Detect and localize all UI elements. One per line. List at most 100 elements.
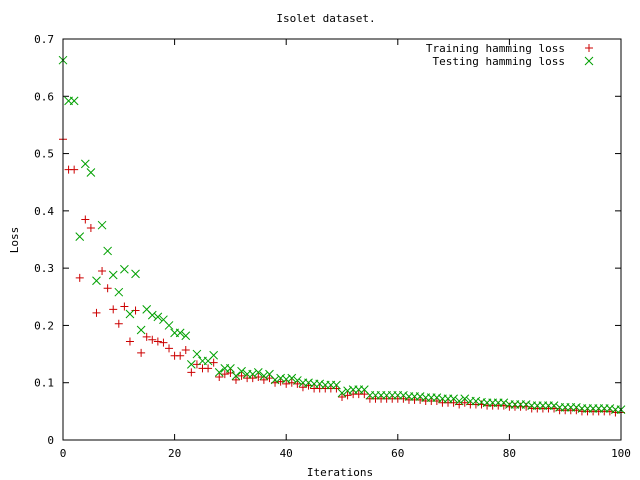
testing-point <box>80 159 90 169</box>
testing-point <box>175 328 185 338</box>
testing-point <box>125 309 135 319</box>
testing-point <box>97 220 107 230</box>
testing-point <box>399 390 408 400</box>
training-point <box>137 348 146 357</box>
training-point <box>259 375 268 384</box>
training-point <box>449 398 458 407</box>
testing-point <box>186 360 196 369</box>
y-tick-label: 0 <box>47 434 54 447</box>
testing-point <box>136 325 146 335</box>
testing-point <box>181 331 191 341</box>
x-tick-label: 100 <box>611 447 631 460</box>
testing-point <box>131 269 140 279</box>
testing-point <box>209 350 219 360</box>
x-tick-label: 0 <box>60 447 67 460</box>
testing-point <box>192 349 202 359</box>
training-point <box>98 267 107 276</box>
training-point <box>176 351 185 360</box>
training-point <box>70 165 79 174</box>
x-tick-label: 40 <box>280 447 293 460</box>
testing-point <box>343 386 352 396</box>
training-point <box>282 379 291 388</box>
legend-marker <box>585 44 593 52</box>
training-point <box>460 398 469 407</box>
x-tick-label: 20 <box>168 447 181 460</box>
training-point <box>165 344 174 353</box>
y-tick-label: 0.6 <box>34 90 54 103</box>
testing-point <box>147 310 157 320</box>
training-point <box>86 224 95 233</box>
training-point <box>360 390 369 399</box>
training-point <box>209 358 218 367</box>
testing-point <box>287 373 297 383</box>
y-tick-label: 0.4 <box>34 205 54 218</box>
testing-point <box>120 264 129 274</box>
testing-point <box>293 376 302 385</box>
training-point <box>215 372 224 381</box>
legend-label: Training hamming loss <box>426 42 565 55</box>
testing-point <box>471 396 481 406</box>
training-point <box>109 305 118 314</box>
testing-point <box>304 378 313 388</box>
testing-point <box>253 368 263 377</box>
training-point <box>298 383 307 392</box>
testing-point <box>315 379 325 389</box>
training-point <box>338 393 346 402</box>
y-tick-label: 0.3 <box>34 262 54 275</box>
training-point <box>103 284 112 293</box>
training-point <box>153 337 162 346</box>
x-tick-label: 80 <box>503 447 516 460</box>
testing-point <box>153 312 163 322</box>
testing-point <box>92 276 101 286</box>
training-point <box>231 375 240 384</box>
testing-point <box>226 364 235 373</box>
testing-point <box>248 369 258 379</box>
testing-point <box>332 380 341 390</box>
testing-point <box>449 394 458 404</box>
testing-point <box>499 398 509 408</box>
x-axis-label: Iterations <box>307 466 373 479</box>
testing-point <box>75 232 85 241</box>
plot-frame <box>62 38 622 441</box>
testing-point <box>281 374 291 384</box>
axis-ticks: 0 20 40 60 80 100 0 0.1 0.2 0.3 0.4 0.5 0.6 0.7 <box>34 33 631 460</box>
testing-point <box>337 388 347 398</box>
testing-point <box>86 168 96 177</box>
training-point <box>92 308 101 317</box>
training-point <box>455 400 464 409</box>
training-point <box>75 273 84 282</box>
testing-point <box>521 400 531 409</box>
testing-point <box>259 371 269 381</box>
training-point <box>220 370 229 379</box>
testing-point <box>549 401 559 410</box>
training-point <box>181 346 190 355</box>
x-tick-label: 60 <box>391 447 404 460</box>
training-point <box>120 302 129 311</box>
testing-point <box>460 394 470 404</box>
testing-point <box>214 368 224 377</box>
chart-title: Isolet dataset. <box>276 12 375 25</box>
y-tick-label: 0.7 <box>34 33 54 46</box>
legend-marker <box>584 56 594 66</box>
training-point <box>248 374 257 383</box>
testing-point <box>164 321 174 330</box>
testing-point <box>605 404 615 413</box>
testing-point <box>270 375 280 385</box>
testing-point <box>231 371 241 381</box>
legend-label: Testing hamming loss <box>433 55 565 68</box>
training-point <box>125 337 134 346</box>
y-tick-label: 0.5 <box>34 148 54 161</box>
training-point <box>187 368 196 377</box>
testing-point <box>572 402 581 412</box>
testing-point <box>69 96 79 106</box>
y-tick-label: 0.1 <box>34 377 54 390</box>
y-axis-label: Loss <box>8 227 21 254</box>
training-point <box>204 364 213 373</box>
training-point <box>114 319 123 328</box>
testing-point <box>454 396 464 406</box>
training-point <box>237 371 246 380</box>
testing-point <box>114 287 124 297</box>
y-tick-label: 0.2 <box>34 319 54 332</box>
